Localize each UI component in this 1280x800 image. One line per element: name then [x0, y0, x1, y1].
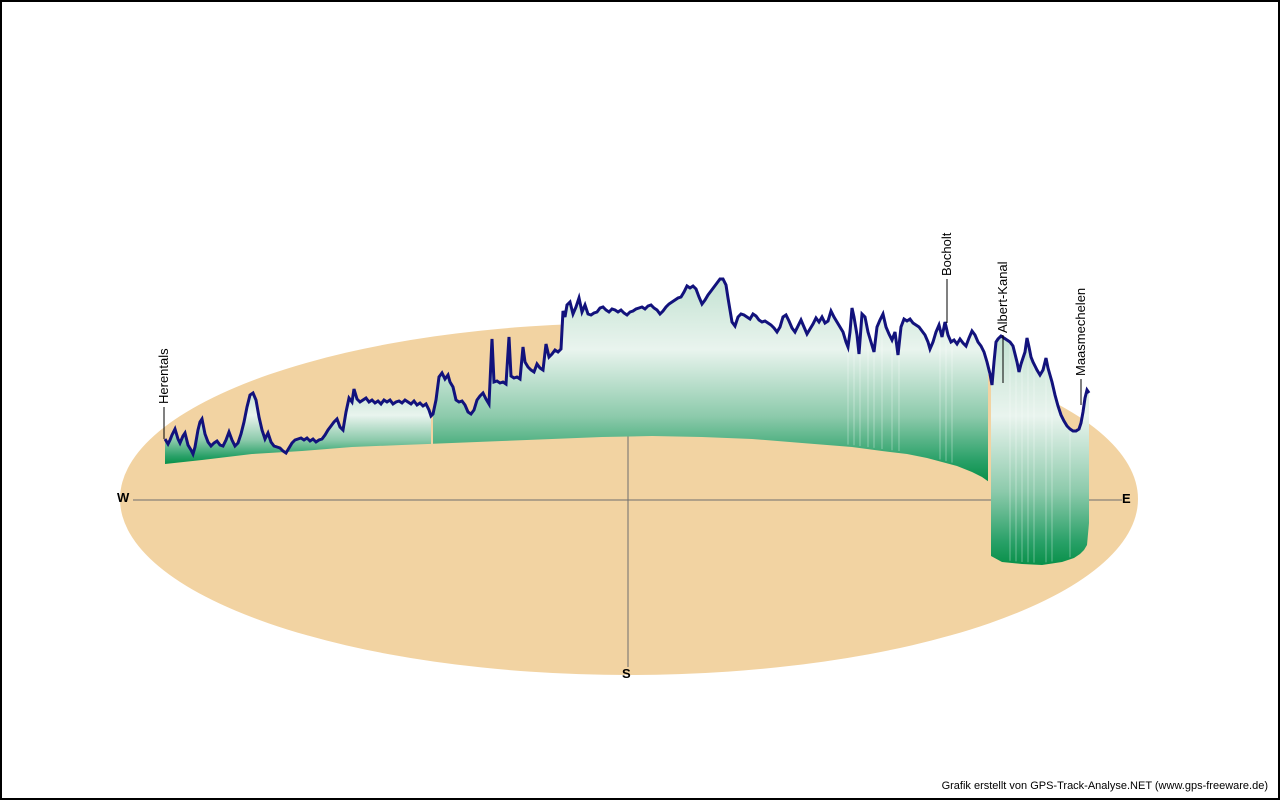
- elevation-profile-line: [163, 277, 1091, 459]
- waypoint-label-bocholt: Bocholt: [939, 232, 954, 276]
- compass-east-label: E: [1122, 491, 1131, 506]
- elevation-ribbon-band: [991, 336, 1089, 565]
- elevation-ribbon-band: [433, 279, 988, 482]
- credit-text: Grafik erstellt von GPS-Track-Analyse.NE…: [941, 780, 1268, 792]
- elevation-ribbon-band: [165, 389, 431, 464]
- compass-west-label: W: [117, 490, 130, 505]
- compass-south-label: S: [622, 666, 631, 681]
- waypoint-label-albert-kanal: Albert-Kanal: [995, 261, 1010, 333]
- waypoint-label-herentals: Herentals: [156, 348, 171, 404]
- waypoint-label-maasmechelen: Maasmechelen: [1073, 288, 1088, 376]
